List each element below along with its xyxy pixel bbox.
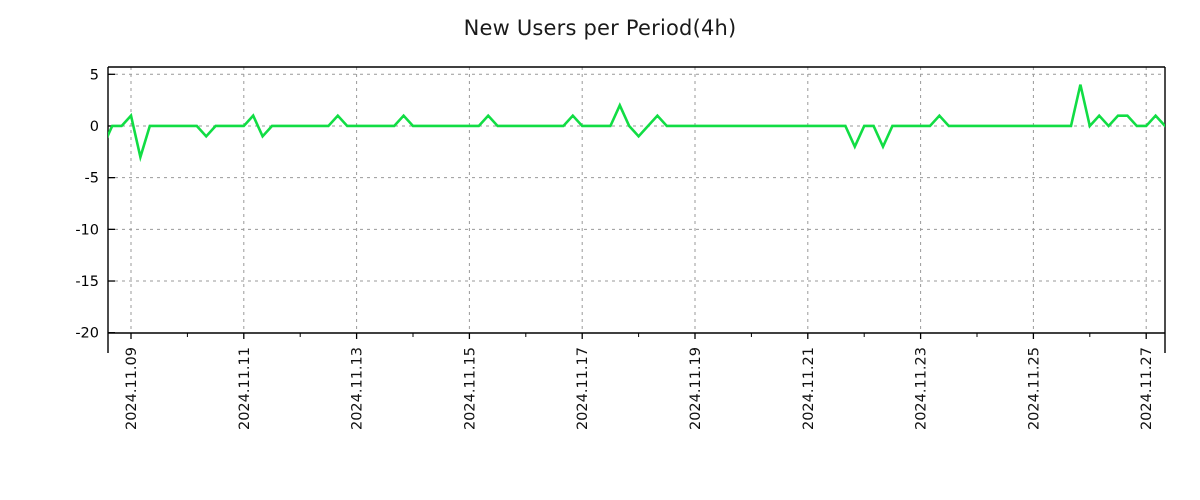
x-axis-tick-labels: 2024.11.09 2024.11.11 2024.11.13 2024.11.15… (124, 347, 1155, 430)
axes-layer (107, 66, 1166, 353)
y-tick-label: -5 (85, 171, 99, 187)
x-tick-label: 2024.11.19 (688, 347, 704, 430)
x-tick-label: 2024.11.13 (350, 347, 366, 430)
x-tick-label: 2024.11.17 (575, 347, 591, 430)
y-tick-label: -20 (75, 326, 99, 342)
grid-layer (108, 67, 1165, 333)
x-tick-label: 2024.11.25 (1026, 347, 1042, 430)
x-tick-label: 2024.11.09 (124, 347, 140, 430)
y-tick-label: 5 (90, 67, 99, 83)
series-layer (108, 84, 1165, 163)
x-tick-label: 2024.11.23 (914, 347, 930, 430)
x-tick-label: 2024.11.11 (237, 347, 253, 430)
data-series-line (108, 84, 1165, 163)
y-tick-label: 0 (90, 119, 99, 135)
x-tick-label: 2024.11.15 (462, 347, 478, 430)
y-tick-label: -10 (75, 222, 99, 238)
y-axis-tick-labels: 5 0 -5 -10 -15 -20 (75, 67, 99, 341)
x-tick-label: 2024.11.21 (801, 347, 817, 430)
chart-title: New Users per Period(4h) (463, 16, 737, 40)
x-tick-label: 2024.11.27 (1139, 347, 1155, 430)
y-tick-label: -15 (75, 274, 99, 290)
